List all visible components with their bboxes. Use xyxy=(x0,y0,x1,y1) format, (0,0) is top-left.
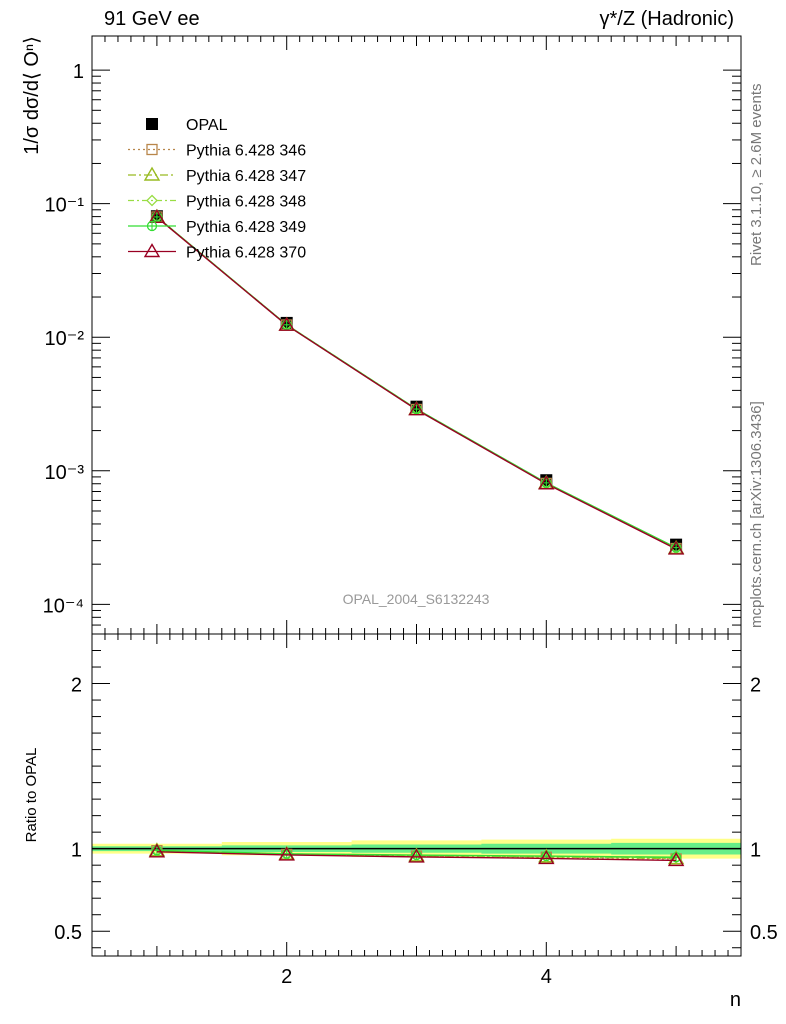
data-point-s5 xyxy=(538,475,555,490)
y-tick-label: 1 xyxy=(73,61,84,83)
legend-label: Pythia 6.428 347 xyxy=(186,168,306,185)
x-tick-label: 2 xyxy=(281,966,292,988)
ratio-point-s4 xyxy=(667,852,685,867)
legend-label: Pythia 6.428 346 xyxy=(186,143,306,160)
ratio-frame xyxy=(91,633,742,957)
ratio-point-s4 xyxy=(408,848,425,863)
legend-marker xyxy=(146,118,158,130)
legend-label: Pythia 6.428 370 xyxy=(186,245,306,262)
legend-label: OPAL xyxy=(186,117,228,134)
legend-marker xyxy=(146,143,158,156)
y-tick-label: 10⁻² xyxy=(45,328,85,350)
series-line-5 xyxy=(156,216,677,550)
ratio-point-s2 xyxy=(540,850,553,863)
legend-marker xyxy=(146,194,158,207)
ratio-point-s4 xyxy=(538,850,555,865)
legend-marker xyxy=(146,220,158,232)
data-point-s4-cross xyxy=(282,320,292,330)
data-point-s5 xyxy=(667,540,685,555)
ratio-y-tick-label: 1 xyxy=(71,840,82,862)
legend-label: Pythia 6.428 348 xyxy=(186,194,306,211)
x-tick-label: 4 xyxy=(541,966,552,988)
y-axis-label: 1/σ dσ/d⟨ Oⁿ⟩ xyxy=(21,36,43,155)
ratio-point-s2 xyxy=(670,851,683,864)
right-title: γ*/Z (Hadronic) xyxy=(599,8,734,30)
left-title: 91 GeV ee xyxy=(104,8,200,30)
ratio-line-4 xyxy=(156,851,677,862)
ratio-y-tick-label: 2 xyxy=(71,675,82,697)
series-line-4 xyxy=(156,216,677,549)
ratio-y-tick-label-right: 1 xyxy=(750,840,761,862)
y-tick-label: 10⁻¹ xyxy=(45,195,85,217)
y-tick-label: 10⁻⁴ xyxy=(43,595,84,617)
ratio-y-axis-label: Ratio to OPAL xyxy=(23,748,40,843)
ratio-y-tick-label-right: 2 xyxy=(750,675,761,697)
analysis-label: OPAL_2004_S6132243 xyxy=(343,591,490,607)
legend-marker xyxy=(143,166,161,181)
ratio-y-tick-label-right: 0.5 xyxy=(750,922,778,944)
legend-label: Pythia 6.428 349 xyxy=(186,219,306,236)
series-line-1 xyxy=(156,216,677,550)
series-line-3 xyxy=(156,216,677,549)
legend-marker-cross xyxy=(147,221,157,231)
ratio-point-s2 xyxy=(410,849,423,862)
ratio-point-s4 xyxy=(148,843,166,858)
data-point-s4-cross xyxy=(152,212,162,222)
data-point-s5 xyxy=(148,208,166,224)
series-line-2 xyxy=(156,216,677,549)
legend-marker xyxy=(143,243,161,258)
x-axis-label: n xyxy=(730,989,741,1011)
data-point-s5 xyxy=(408,401,425,416)
y-tick-label: 10⁻³ xyxy=(45,462,85,484)
ratio-point-s4 xyxy=(278,846,295,861)
ratio-y-tick-label: 0.5 xyxy=(54,922,82,944)
data-point-s3 xyxy=(670,541,683,554)
data-point-s5 xyxy=(278,316,295,331)
